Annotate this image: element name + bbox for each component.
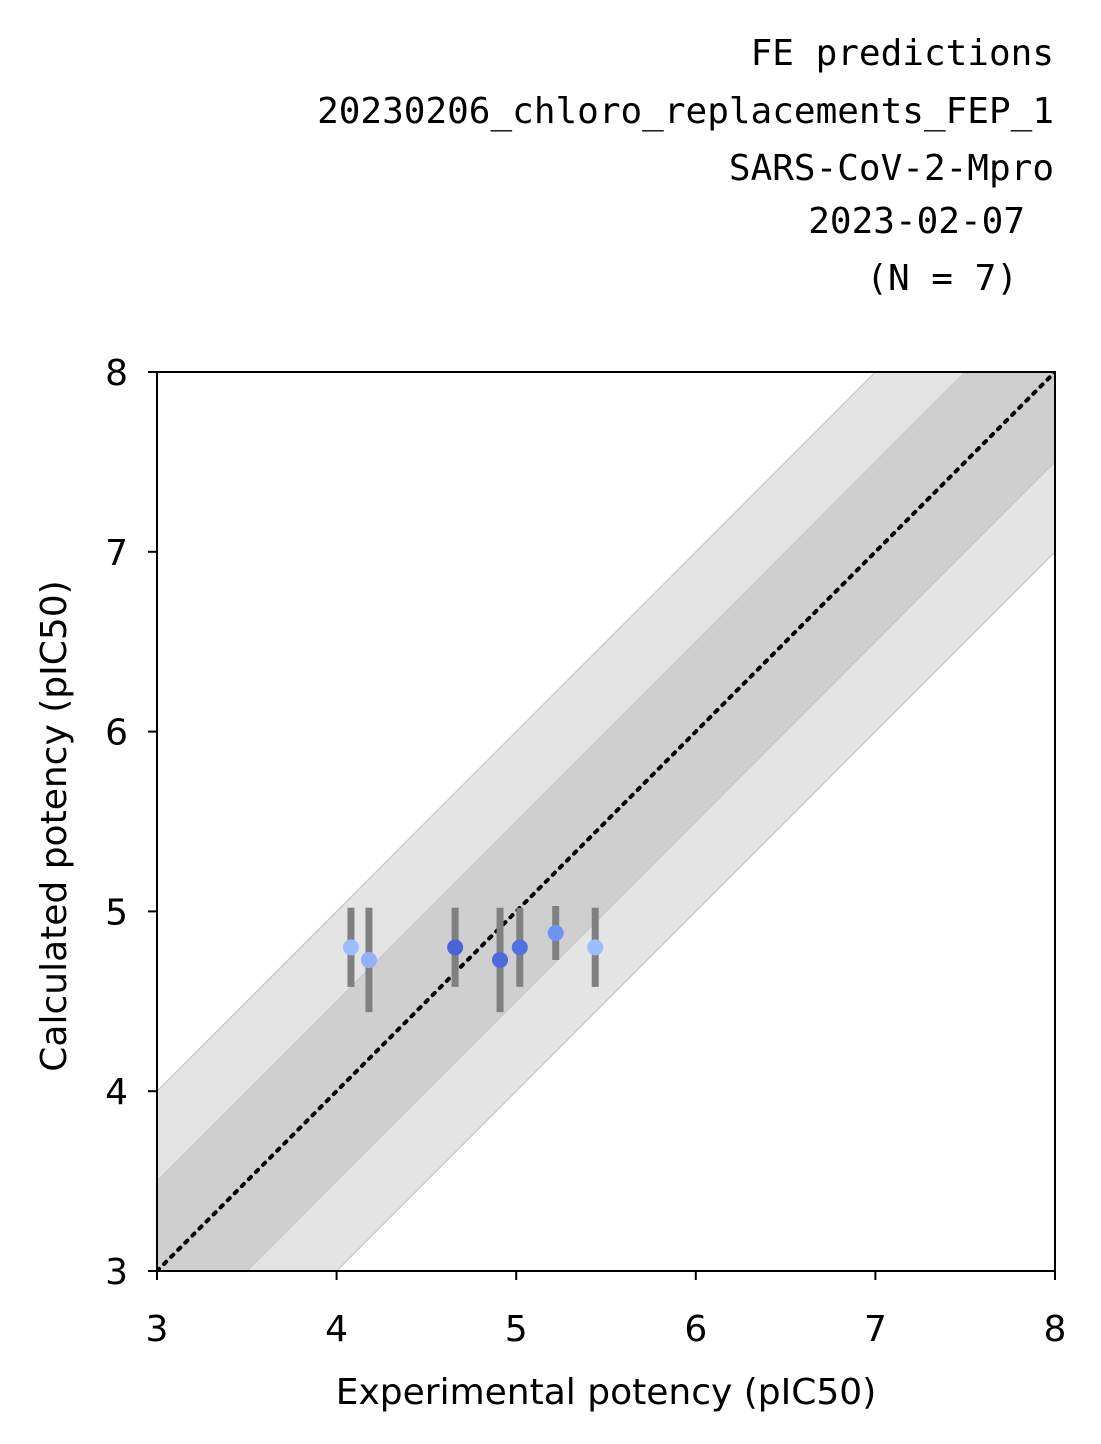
tolerance-band-2 xyxy=(157,372,1055,1271)
y-tick-label-3: 3 xyxy=(105,1252,128,1293)
x-tick-label-7: 7 xyxy=(864,1309,887,1350)
plot-area xyxy=(156,371,1056,1272)
identity-line-layer xyxy=(157,372,1055,1271)
data-point-5 xyxy=(511,939,528,956)
x-tick-label-5: 5 xyxy=(505,1309,528,1350)
y-axis-label: Calculated potency (pIC50) xyxy=(34,580,75,1071)
y-tick-label-7: 7 xyxy=(105,533,128,574)
title-line-1: FE predictions xyxy=(751,33,1054,74)
y-tick-label-5: 5 xyxy=(105,892,128,933)
title-line-3: SARS-CoV-2-Mpro xyxy=(729,148,1054,189)
title-line-5: (N = 7) xyxy=(866,258,1018,299)
data-point-1 xyxy=(342,939,359,956)
data-point-2 xyxy=(360,951,377,968)
x-tick-label-4: 4 xyxy=(325,1309,348,1350)
y-tick-label-6: 6 xyxy=(105,713,128,754)
y-tick-label-4: 4 xyxy=(105,1072,128,1113)
identity-line xyxy=(157,372,1055,1271)
data-point-4 xyxy=(492,951,509,968)
plot-frame xyxy=(156,371,1056,1272)
data-point-3 xyxy=(447,939,464,956)
x-tick-label-8: 8 xyxy=(1044,1309,1067,1350)
data-point-7 xyxy=(587,939,604,956)
y-tick-label-8: 8 xyxy=(105,353,128,394)
tolerance-bands xyxy=(157,372,1055,1271)
title-line-2: 20230206_chloro_replacements_FEP_1 xyxy=(317,91,1054,132)
x-axis-ticks: 3 4 5 6 7 8 xyxy=(146,1271,1067,1350)
chart-title: FE predictions 20230206_chloro_replaceme… xyxy=(317,33,1054,299)
title-line-4: 2023-02-07 xyxy=(808,201,1025,242)
x-tick-label-6: 6 xyxy=(684,1309,707,1350)
x-tick-label-3: 3 xyxy=(146,1309,169,1350)
data-point-6 xyxy=(547,924,564,941)
y-axis-ticks: 3 4 5 6 7 8 xyxy=(105,353,157,1293)
points-layer xyxy=(342,924,604,968)
x-axis-label: Experimental potency (pIC50) xyxy=(336,1372,877,1413)
